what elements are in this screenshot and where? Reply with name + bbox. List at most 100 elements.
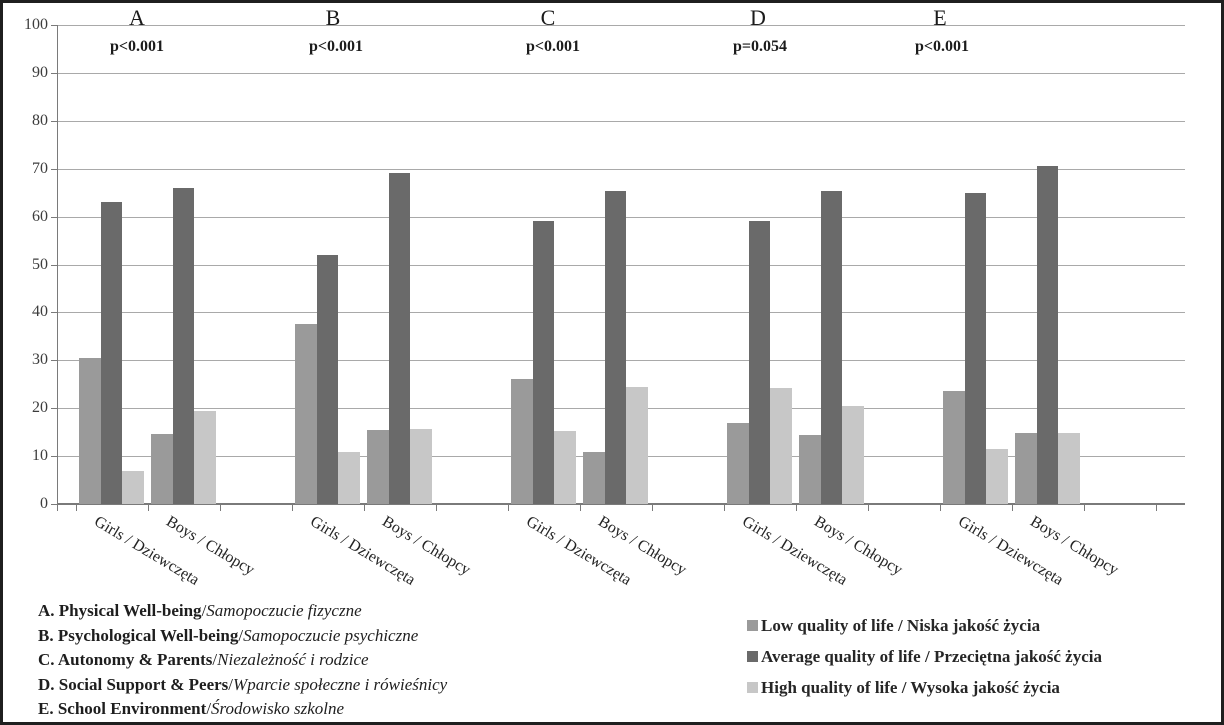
footnote-separator: / — [201, 601, 207, 620]
group-letter: C — [540, 5, 556, 30]
bar-high — [338, 452, 360, 504]
bar-low — [1015, 433, 1037, 504]
x-axis-tick — [724, 504, 725, 511]
y-axis-tick — [51, 264, 57, 266]
footnote-english: B. Psychological Well-being — [38, 625, 239, 645]
x-axis-tick — [292, 504, 293, 511]
gridline — [57, 72, 1185, 74]
y-axis-label: 20 — [32, 399, 48, 417]
p-value-label: p<0.001 — [308, 38, 364, 55]
y-axis-tick — [51, 168, 57, 170]
y-axis-tick — [51, 216, 57, 218]
bar-low — [799, 435, 821, 504]
x-axis-tick — [76, 504, 77, 511]
footnote-line: D. Social Support & Peers/Wparcie społec… — [38, 673, 447, 698]
footnote-line: C. Autonomy & Parents/Niezależność i rod… — [38, 648, 447, 673]
y-axis-label: 100 — [24, 16, 48, 33]
x-axis-line — [57, 503, 1185, 505]
x-axis-tick — [436, 504, 437, 511]
x-axis-tick — [1012, 504, 1013, 511]
legend-swatch — [747, 620, 758, 631]
footnote-polish: Wparcie społeczne i rówieśnicy — [233, 674, 448, 694]
footnote-english: E. School Environment — [38, 699, 207, 718]
footnote-english: C. Autonomy & Parents — [38, 650, 213, 669]
bar-low — [511, 378, 533, 504]
y-axis-label: 70 — [32, 159, 48, 177]
chart-legend: Low quality of life / Niska jakość życia… — [747, 610, 1102, 703]
bar-low — [727, 422, 749, 504]
y-axis-label: 80 — [32, 111, 48, 129]
bar-high — [626, 386, 648, 504]
dimension-footnotes: A. Physical Well-being/Samopoczucie fizy… — [38, 599, 447, 722]
bar-average — [532, 221, 555, 504]
bar-high — [410, 429, 432, 504]
legend-swatch — [747, 651, 758, 662]
legend-item: Average quality of life / Przeciętna jak… — [747, 641, 1102, 672]
bar-low — [79, 358, 101, 504]
footnote-separator: / — [238, 625, 244, 645]
y-axis-tick — [51, 504, 57, 505]
bar-high — [194, 411, 216, 504]
footnote-line: A. Physical Well-being/Samopoczucie fizy… — [38, 599, 447, 624]
y-axis-tick — [51, 312, 57, 314]
y-axis-label: 0 — [40, 495, 48, 512]
footnote-english: A. Physical Well-being — [38, 601, 202, 620]
bar-high — [842, 405, 864, 504]
y-axis-label: 60 — [32, 207, 48, 225]
x-axis-tick — [796, 504, 797, 511]
bar-low — [943, 391, 965, 504]
x-axis-tick — [508, 504, 509, 511]
gridline — [57, 25, 1185, 26]
y-axis-tick — [51, 72, 57, 74]
y-axis-label: 50 — [32, 255, 48, 273]
bar-average — [316, 254, 339, 504]
p-value-label: p<0.001 — [525, 38, 581, 55]
bar-high — [554, 431, 576, 504]
x-axis-tick — [220, 504, 221, 511]
group-letter: D — [750, 5, 766, 30]
x-axis-tick — [580, 504, 581, 511]
bar-low — [295, 324, 317, 504]
group-letter: B — [325, 5, 341, 30]
bar-average — [748, 221, 771, 504]
bar-high — [122, 471, 144, 504]
bar-average — [820, 191, 843, 504]
legend-label: High quality of life / Wysoka jakość życ… — [761, 677, 1060, 697]
footnote-line: E. School Environment/Środowisko szkolne — [38, 697, 447, 722]
footnote-separator: / — [228, 674, 234, 694]
gridline — [57, 120, 1185, 122]
bar-average — [1036, 166, 1059, 504]
y-axis-tick — [51, 360, 57, 362]
y-axis-tick — [51, 456, 57, 458]
legend-item: High quality of life / Wysoka jakość życ… — [747, 672, 1102, 703]
footnote-polish: Niezależność i rodzice — [217, 650, 369, 669]
bar-average — [964, 192, 987, 504]
bar-low — [583, 452, 605, 504]
bar-average — [172, 187, 195, 504]
bar-low — [367, 429, 389, 504]
y-axis-label: 90 — [32, 63, 48, 81]
x-axis-tick — [1156, 504, 1157, 511]
x-axis-tick — [1084, 504, 1085, 511]
bar-average — [100, 202, 123, 504]
footnote-polish: Środowisko szkolne — [211, 699, 345, 718]
footnote-english: D. Social Support & Peers — [38, 674, 229, 694]
x-axis-tick — [364, 504, 365, 511]
x-axis-tick — [940, 504, 941, 511]
bar-high — [1058, 433, 1080, 504]
p-value-label: p<0.001 — [109, 38, 165, 55]
legend-label: Average quality of life / Przeciętna jak… — [761, 646, 1102, 666]
y-axis-tick — [51, 408, 57, 410]
footnote-separator: / — [206, 699, 212, 718]
gridline — [57, 168, 1185, 170]
group-letter: E — [933, 5, 947, 30]
x-axis-tick — [148, 504, 149, 511]
y-axis-tick — [51, 120, 57, 122]
y-axis-label: 30 — [32, 351, 48, 369]
y-axis-label: 10 — [32, 447, 48, 465]
x-axis-tick — [868, 504, 869, 511]
y-axis-tick — [51, 25, 57, 26]
legend-label: Low quality of life / Niska jakość życia — [761, 615, 1041, 635]
legend-item: Low quality of life / Niska jakość życia — [747, 610, 1102, 641]
